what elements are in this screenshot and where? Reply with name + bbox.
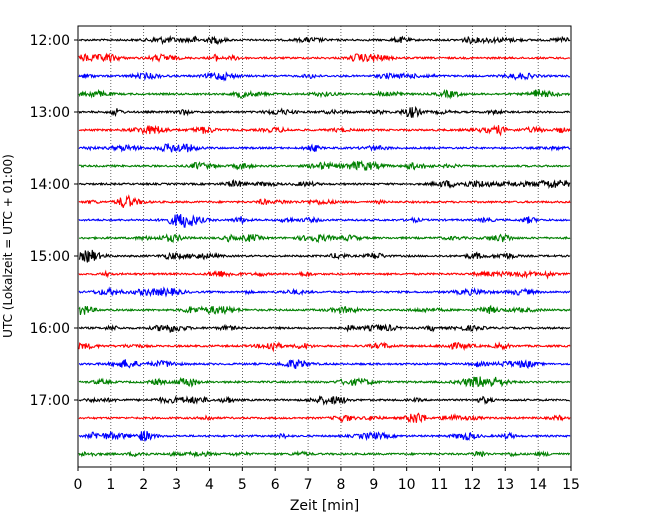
trace-1230 — [78, 71, 571, 82]
trace-1330 — [78, 143, 571, 153]
trace-1630 — [78, 359, 571, 370]
trace-group — [78, 34, 571, 459]
x-tick-label: 10 — [398, 477, 416, 493]
trace-1430 — [78, 214, 571, 228]
trace-1645 — [78, 376, 571, 388]
x-tick-label: 5 — [238, 477, 247, 493]
x-tick-label: 6 — [271, 477, 280, 493]
x-axis: 0 1 2 3 4 5 6 7 8 9 10 11 12 13 14 15 — [74, 467, 580, 493]
trace-1245 — [78, 88, 571, 100]
x-tick-label: 3 — [172, 477, 181, 493]
trace-1200 — [78, 34, 571, 46]
trace-1730 — [78, 430, 571, 442]
grid-lines — [110, 26, 539, 467]
trace-1215 — [78, 52, 571, 63]
trace-1445 — [78, 233, 571, 244]
y-tick-label: 15:00 — [30, 249, 70, 265]
trace-1315 — [78, 124, 571, 137]
trace-1415 — [78, 194, 571, 208]
trace-1745 — [78, 450, 571, 459]
y-tick-label: 13:00 — [30, 105, 70, 121]
y-axis: 12:00 13:00 14:00 15:00 16:00 17:00 — [30, 33, 78, 409]
trace-1545 — [78, 304, 571, 316]
x-tick-label: 15 — [562, 477, 580, 493]
trace-1400 — [78, 179, 571, 190]
trace-1500 — [78, 249, 571, 263]
x-tick-label: 7 — [304, 477, 313, 493]
x-tick-label: 0 — [74, 477, 83, 493]
x-tick-label: 8 — [336, 477, 345, 493]
trace-1530 — [78, 286, 571, 298]
trace-1715 — [78, 412, 571, 424]
plot-frame — [77, 25, 572, 468]
x-tick-label: 12 — [463, 477, 481, 493]
x-tick-label: 2 — [139, 477, 148, 493]
x-tick-label: 11 — [431, 477, 449, 493]
x-tick-label: 13 — [496, 477, 514, 493]
trace-1615 — [78, 341, 571, 353]
x-tick-label: 14 — [529, 477, 547, 493]
trace-1515 — [78, 269, 571, 280]
trace-1300 — [78, 105, 571, 118]
x-axis-label: Zeit [min] — [290, 498, 359, 514]
x-tick-label: 1 — [106, 477, 115, 493]
y-tick-label: 14:00 — [30, 177, 70, 193]
y-tick-label: 16:00 — [30, 321, 70, 337]
trace-1600 — [78, 323, 571, 333]
x-tick-label: 4 — [205, 477, 214, 493]
y-axis-label: UTC (Lokalzeit = UTC + 01:00) — [1, 154, 15, 338]
x-tick-label: 9 — [369, 477, 378, 493]
y-tick-label: 12:00 — [30, 33, 70, 49]
y-tick-label: 17:00 — [30, 393, 70, 409]
trace-1345 — [78, 159, 571, 171]
trace-1700 — [78, 394, 571, 406]
